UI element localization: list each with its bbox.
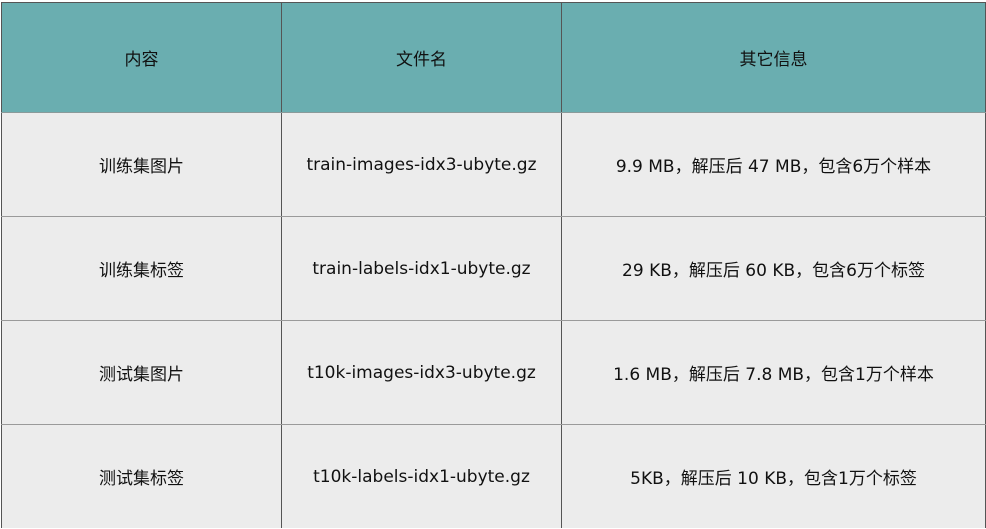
- table-row: 测试集标签 t10k-labels-idx1-ubyte.gz 5KB，解压后 …: [1, 424, 986, 528]
- cell-other-info: 5KB，解压后 10 KB，包含1万个标签: [561, 424, 986, 528]
- table-row: 训练集图片 train-images-idx3-ubyte.gz 9.9 MB，…: [1, 112, 986, 217]
- cell-other-info: 9.9 MB，解压后 47 MB，包含6万个样本: [561, 112, 986, 217]
- table-row: 测试集图片 t10k-images-idx3-ubyte.gz 1.6 MB，解…: [1, 320, 986, 425]
- cell-content: 测试集标签: [1, 424, 282, 528]
- table-row: 训练集标签 train-labels-idx1-ubyte.gz 29 KB，解…: [1, 216, 986, 321]
- cell-other-info: 1.6 MB，解压后 7.8 MB，包含1万个样本: [561, 320, 986, 425]
- cell-filename: t10k-labels-idx1-ubyte.gz: [281, 424, 562, 528]
- cell-content: 训练集图片: [1, 112, 282, 217]
- cell-filename: train-images-idx3-ubyte.gz: [281, 112, 562, 217]
- header-row: 内容 文件名 其它信息: [1, 2, 986, 113]
- cell-other-info: 29 KB，解压后 60 KB，包含6万个标签: [561, 216, 986, 321]
- header-filename: 文件名: [281, 2, 562, 113]
- cell-content: 训练集标签: [1, 216, 282, 321]
- header-content: 内容: [1, 2, 282, 113]
- cell-filename: t10k-images-idx3-ubyte.gz: [281, 320, 562, 425]
- cell-filename: train-labels-idx1-ubyte.gz: [281, 216, 562, 321]
- header-other-info: 其它信息: [561, 2, 986, 113]
- cell-content: 测试集图片: [1, 320, 282, 425]
